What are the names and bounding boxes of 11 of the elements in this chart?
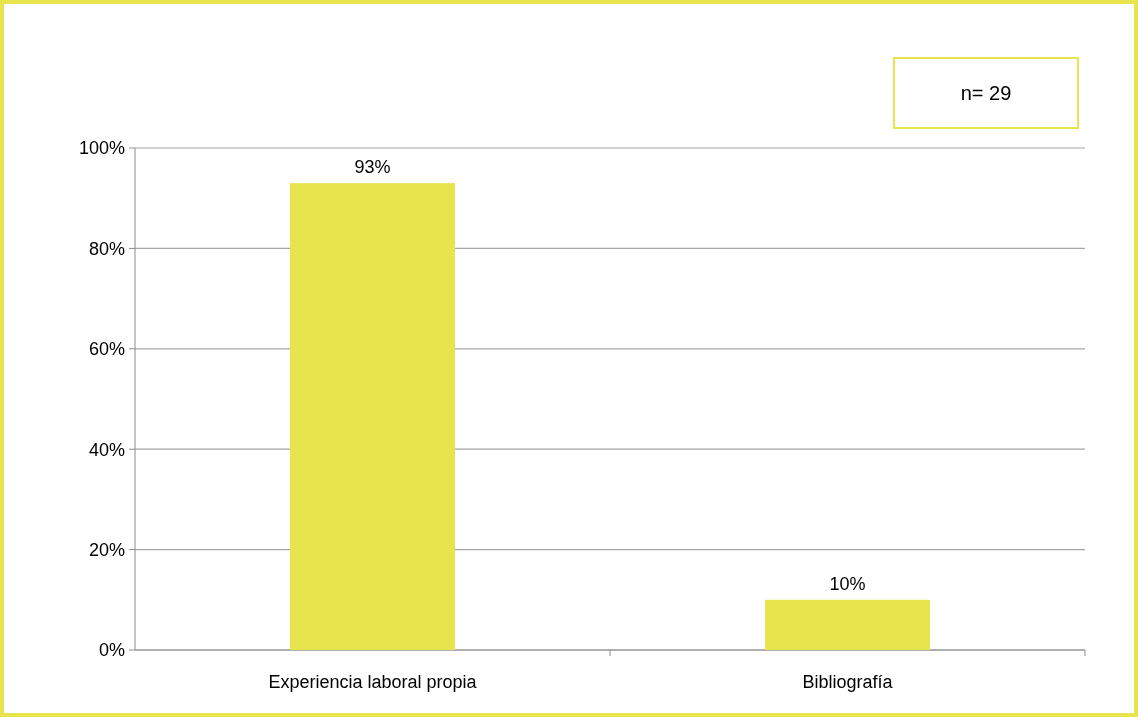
- x-tick-label: Bibliografía: [802, 672, 894, 692]
- data-label: 10%: [829, 573, 866, 594]
- text: n= 29: [960, 82, 1012, 104]
- data-label: 93%: [354, 157, 391, 178]
- y-tick-label: 40%: [88, 439, 125, 460]
- y-tick-label: 0%: [98, 640, 125, 661]
- y-tick-label: 60%: [88, 339, 125, 360]
- x-tick-label: Experiencia laboral propia: [268, 672, 478, 692]
- y-tick-label: 20%: [88, 539, 125, 560]
- y-tick-label: 80%: [88, 238, 125, 259]
- y-tick-label: 100%: [78, 138, 125, 159]
